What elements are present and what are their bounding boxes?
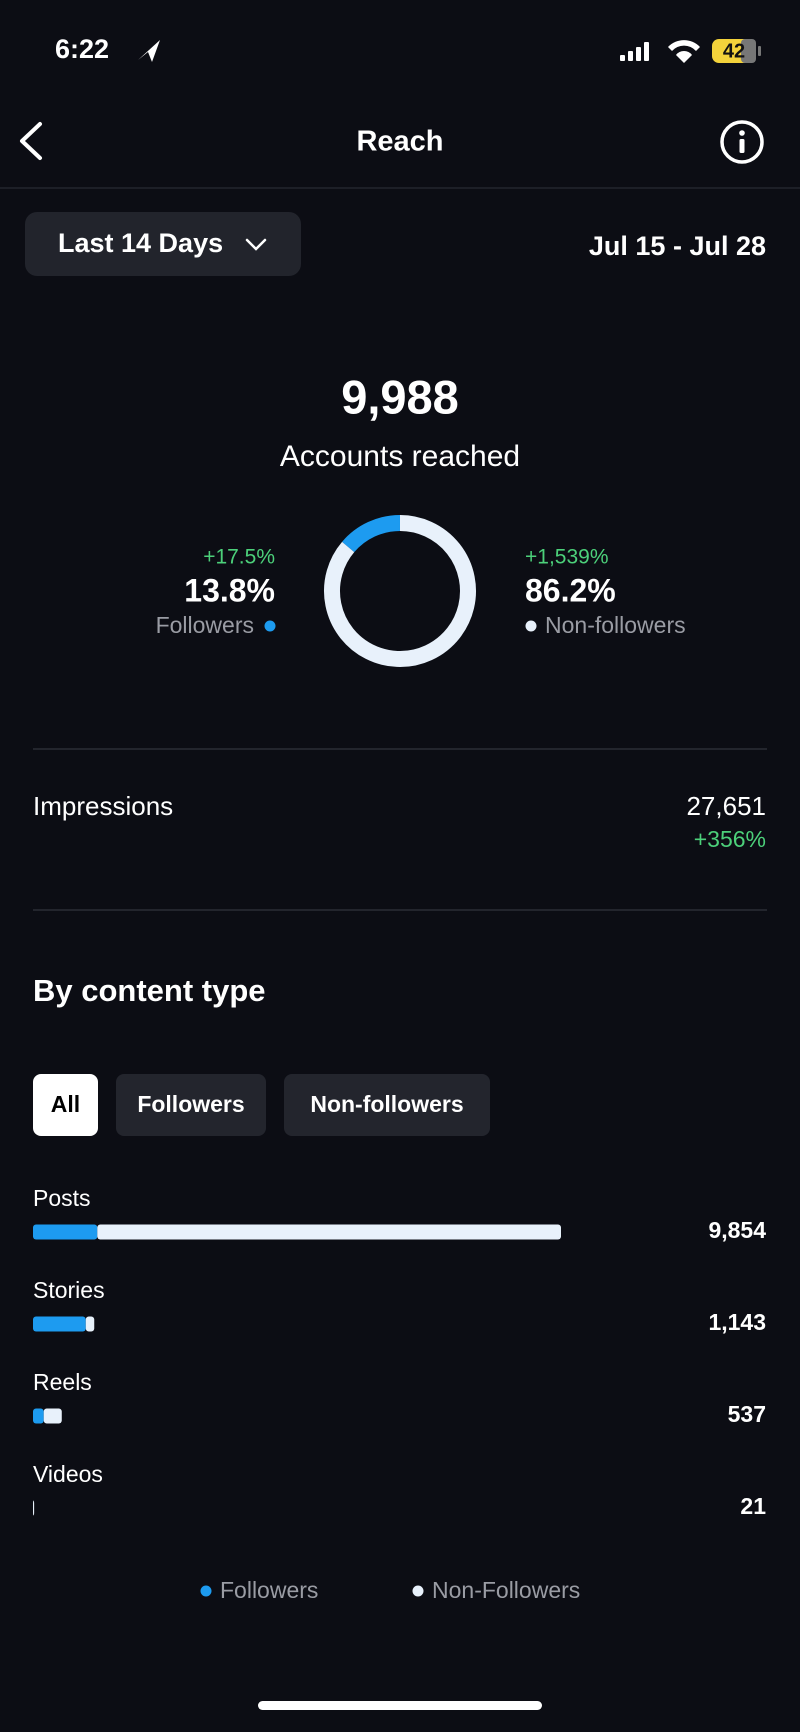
back-button[interactable] bbox=[20, 122, 42, 160]
non-followers-label: Non-followers bbox=[545, 612, 686, 638]
total-label: 1,143 bbox=[708, 1309, 766, 1335]
donut-segment bbox=[342, 515, 401, 553]
reach-label: Accounts reached bbox=[280, 440, 520, 473]
followers-share: 13.8% bbox=[184, 572, 275, 608]
info-button[interactable] bbox=[720, 120, 764, 164]
followers-change: +17.5% bbox=[203, 546, 275, 569]
total-label: 9,854 bbox=[708, 1217, 766, 1243]
bar-segment bbox=[85, 1316, 95, 1332]
legend-dot bbox=[412, 1585, 424, 1597]
bar-segment bbox=[33, 1408, 44, 1424]
signal-icon bbox=[620, 42, 649, 61]
donut-segment bbox=[324, 515, 476, 667]
bar-segment bbox=[43, 1408, 62, 1424]
location-icon bbox=[138, 40, 160, 62]
tab-label: Non-followers bbox=[310, 1091, 463, 1117]
impressions-change: +356% bbox=[694, 826, 766, 852]
total-label: 537 bbox=[728, 1401, 766, 1427]
non-followers-share: 86.2% bbox=[525, 572, 616, 608]
legend-dot bbox=[200, 1585, 212, 1597]
status-time: 6:22 bbox=[55, 34, 109, 64]
legend-label: Non-Followers bbox=[432, 1577, 580, 1603]
total-label: 21 bbox=[740, 1493, 766, 1519]
impressions-label: Impressions bbox=[33, 791, 173, 821]
category-label: Videos bbox=[33, 1461, 103, 1487]
legend-dot bbox=[264, 620, 276, 632]
tab-label: Followers bbox=[137, 1091, 244, 1117]
tab[interactable]: Non-followers bbox=[284, 1074, 490, 1136]
followers-label: Followers bbox=[156, 612, 254, 638]
category-label: Stories bbox=[33, 1277, 105, 1303]
tab[interactable]: Followers bbox=[116, 1074, 266, 1136]
date-range-button[interactable]: Last 14 Days bbox=[25, 212, 301, 276]
bar-segment bbox=[33, 1224, 98, 1240]
content-bars: Posts 9,854 Stories 1,143 Reels 537 Videos 21 bbox=[33, 1185, 766, 1519]
non-followers-change: +1,539% bbox=[525, 546, 609, 569]
impressions-value: 27,651 bbox=[686, 791, 766, 821]
section-title: By content type bbox=[33, 973, 266, 1008]
wifi-icon bbox=[668, 40, 700, 63]
battery-empty bbox=[741, 39, 756, 63]
home-indicator bbox=[258, 1701, 542, 1710]
legend: Followers Non-Followers bbox=[200, 1577, 580, 1603]
date-range-label: Last 14 Days bbox=[58, 228, 223, 258]
bar-segment bbox=[33, 1316, 86, 1332]
donut-chart bbox=[324, 515, 476, 667]
date-range: Jul 15 - Jul 28 bbox=[589, 231, 766, 261]
legend-dot bbox=[525, 620, 537, 632]
bar-segment bbox=[33, 1500, 35, 1516]
tab-label: All bbox=[51, 1091, 80, 1117]
category-label: Reels bbox=[33, 1369, 92, 1395]
page-title: Reach bbox=[356, 126, 443, 158]
tab[interactable]: All bbox=[33, 1074, 98, 1136]
battery-level: 42 bbox=[723, 40, 745, 62]
bar-segment bbox=[97, 1224, 561, 1240]
reach-value: 9,988 bbox=[341, 370, 459, 423]
battery-tip bbox=[758, 46, 761, 56]
legend-label: Followers bbox=[220, 1577, 318, 1603]
category-label: Posts bbox=[33, 1185, 91, 1211]
